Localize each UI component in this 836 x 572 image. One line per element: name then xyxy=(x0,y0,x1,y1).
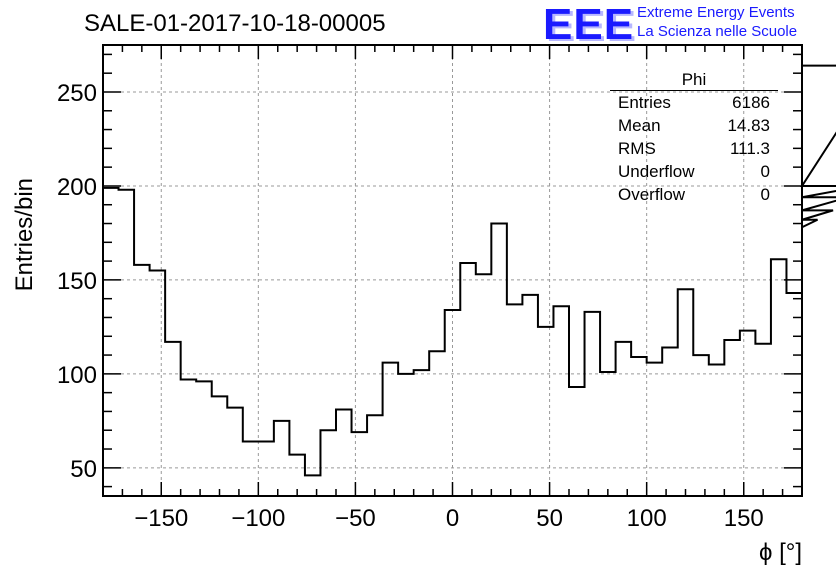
stats-row-overflow: Overflow 0 xyxy=(610,183,778,206)
stats-box: Phi Entries 6186 Mean 14.83 RMS 111.3 Un… xyxy=(610,70,778,206)
stats-row-entries: Entries 6186 xyxy=(610,91,778,114)
y-tick-label: 100 xyxy=(57,362,97,389)
stats-label: Mean xyxy=(618,116,661,135)
x-tick-label: −100 xyxy=(231,505,285,532)
histogram-series xyxy=(103,64,836,477)
stats-value: 6186 xyxy=(732,93,770,112)
stats-label: Underflow xyxy=(618,162,695,181)
stats-value: 0 xyxy=(760,185,770,204)
y-tick-label: 50 xyxy=(70,456,97,483)
x-tick-label: 50 xyxy=(536,505,563,532)
stats-box-title: Phi xyxy=(610,70,778,91)
stats-label: RMS xyxy=(618,139,656,158)
stats-row-mean: Mean 14.83 xyxy=(610,114,778,137)
logo-caption: Extreme Energy Events La Scienza nelle S… xyxy=(637,3,797,41)
stats-value: 111.3 xyxy=(729,139,770,158)
stats-label: Entries xyxy=(618,93,671,112)
y-axis-label: Entries/bin xyxy=(11,178,38,291)
grid-lines xyxy=(103,45,802,496)
x-axis-label: ϕ [°] xyxy=(759,539,802,566)
stats-label: Overflow xyxy=(618,185,686,204)
chart-title: SALE-01-2017-10-18-00005 xyxy=(84,10,386,37)
stats-row-underflow: Underflow 0 xyxy=(610,160,778,183)
logo-caption-line-1: Extreme Energy Events xyxy=(637,4,795,21)
y-tick-label: 200 xyxy=(57,174,97,201)
x-tick-label: −50 xyxy=(335,505,376,532)
logo-caption-line-2: La Scienza nelle Scuole xyxy=(637,23,798,40)
stats-value: 0 xyxy=(760,162,770,181)
axis-ticks xyxy=(102,45,803,496)
x-tick-label: 100 xyxy=(627,505,667,532)
eee-logo: EEE xyxy=(543,0,635,49)
stats-row-rms: RMS 111.3 xyxy=(610,137,778,160)
x-tick-label: 150 xyxy=(724,505,764,532)
x-tick-label: 0 xyxy=(446,505,459,532)
tick-labels: −150 −100 −50 0 50 100 150 50 100 150 200 250 xyxy=(57,80,764,532)
y-tick-label: 250 xyxy=(57,80,97,107)
stats-value: 14.83 xyxy=(727,116,770,135)
y-tick-label: 150 xyxy=(57,268,97,295)
x-tick-label: −150 xyxy=(134,505,188,532)
